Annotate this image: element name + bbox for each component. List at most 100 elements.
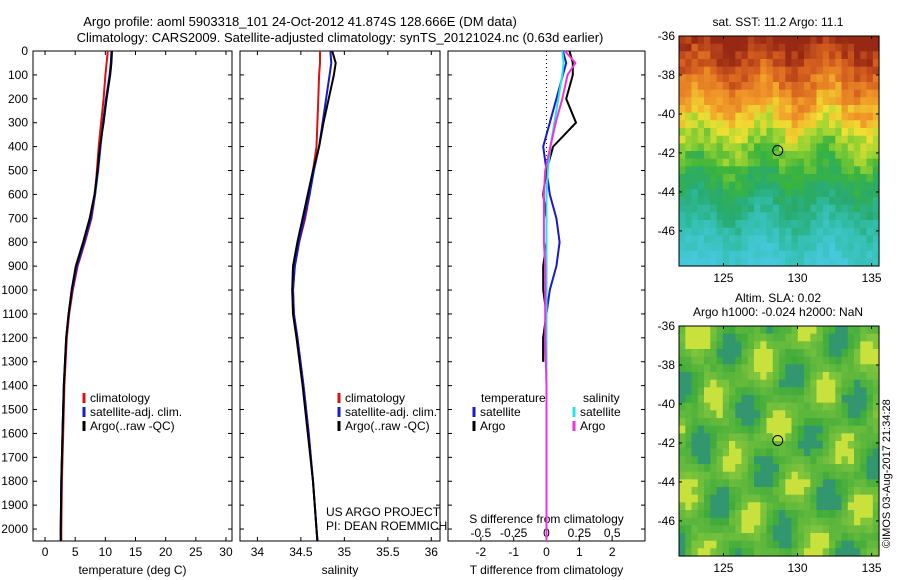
heatmap-cell xyxy=(710,220,718,229)
heatmap-cell xyxy=(691,487,699,496)
heatmap-cell xyxy=(860,494,868,503)
heatmap-cell xyxy=(722,525,730,534)
heatmap-cell xyxy=(860,418,868,427)
heatmap-cell xyxy=(779,418,786,427)
heatmap-cell xyxy=(829,89,836,98)
heatmap-cell xyxy=(747,425,755,434)
heatmap-cell xyxy=(854,135,861,144)
heatmap-cell xyxy=(797,540,805,549)
heatmap-cell xyxy=(847,189,855,198)
heatmap-cell xyxy=(679,158,686,167)
heatmap-cell xyxy=(829,372,836,381)
heatmap-cell xyxy=(779,59,786,68)
heatmap-cell xyxy=(729,128,736,137)
heatmap-cell xyxy=(697,379,705,388)
heatmap-cell xyxy=(679,143,686,152)
heatmap-cell xyxy=(791,250,799,259)
heatmap-cell xyxy=(697,105,705,114)
heatmap-cell xyxy=(729,433,736,442)
heatmap-cell xyxy=(860,197,868,206)
heatmap-cell xyxy=(847,356,855,365)
heatmap-cell xyxy=(760,43,768,52)
heatmap-cell xyxy=(766,517,774,526)
heatmap-cell xyxy=(685,227,693,236)
heatmap-cell xyxy=(854,441,861,450)
heatmap-cell xyxy=(829,158,836,167)
heatmap-cell xyxy=(860,433,868,442)
heatmap-cell xyxy=(810,410,818,419)
heatmap-cell xyxy=(697,197,705,206)
heatmap-cell xyxy=(841,464,849,473)
heatmap-cell xyxy=(779,204,786,213)
heatmap-cell xyxy=(747,356,755,365)
heatmap-cell xyxy=(760,189,768,198)
heatmap-cell xyxy=(829,105,836,114)
heatmap-cell xyxy=(679,326,686,335)
heatmap-cell xyxy=(835,243,843,252)
heatmap-cell xyxy=(710,525,718,534)
heatmap-cell xyxy=(697,204,705,213)
heatmap-cell xyxy=(872,540,880,549)
heatmap-cell xyxy=(779,395,786,404)
heatmap-cell xyxy=(722,243,730,252)
heatmap-cell xyxy=(829,333,836,342)
heatmap-cell xyxy=(741,143,749,152)
heatmap-cell xyxy=(716,517,724,526)
heatmap-cell xyxy=(804,82,811,91)
heatmap-cell xyxy=(810,402,818,411)
heatmap-cell xyxy=(754,425,761,434)
heatmap-cell xyxy=(866,402,874,411)
heatmap-cell xyxy=(872,326,880,335)
heatmap-cell xyxy=(860,204,868,213)
heatmap-cell xyxy=(847,258,855,267)
heatmap-cell xyxy=(816,487,824,496)
heatmap-cell xyxy=(791,59,799,68)
heatmap-cell xyxy=(710,418,718,427)
heatmap-cell xyxy=(854,143,861,152)
y-tick-label: -36 xyxy=(658,319,676,333)
heatmap-cell xyxy=(679,487,686,496)
heatmap-cell xyxy=(741,525,749,534)
heatmap-cell xyxy=(729,372,736,381)
heatmap-cell xyxy=(691,379,699,388)
heatmap-cell xyxy=(716,181,724,190)
heatmap-cell xyxy=(735,402,743,411)
heatmap-cell xyxy=(704,74,711,83)
heatmap-cell xyxy=(816,433,824,442)
heatmap-cell xyxy=(841,341,849,350)
heatmap-cell xyxy=(729,494,736,503)
heatmap-cell xyxy=(841,356,849,365)
heatmap-cell xyxy=(722,89,730,98)
heatmap-cell xyxy=(785,181,793,190)
heatmap-cell xyxy=(854,189,861,198)
heatmap-cell xyxy=(779,89,786,98)
heatmap-cell xyxy=(741,494,749,503)
heatmap-cell xyxy=(735,128,743,137)
heatmap-cell xyxy=(816,59,824,68)
heatmap-cell xyxy=(729,212,736,221)
heatmap-cell xyxy=(741,533,749,542)
heatmap-cell xyxy=(791,349,799,358)
heatmap-cell xyxy=(679,471,686,480)
heatmap-cell xyxy=(829,479,836,488)
heatmap-cell xyxy=(760,212,768,221)
heatmap-cell xyxy=(704,204,711,213)
heatmap-cell xyxy=(835,135,843,144)
heatmap-cell xyxy=(722,36,730,45)
heatmap-cell xyxy=(766,128,774,137)
heatmap-cell xyxy=(685,525,693,534)
plot-frame xyxy=(32,50,233,542)
heatmap-cell xyxy=(835,533,843,542)
heatmap-cell xyxy=(854,372,861,381)
heatmap-cell xyxy=(685,59,693,68)
heatmap-cell xyxy=(872,181,880,190)
heatmap-cell xyxy=(747,97,755,106)
heatmap-cell xyxy=(747,51,755,60)
heatmap-cell xyxy=(772,333,780,342)
heatmap-cell xyxy=(804,128,811,137)
heatmap-cell xyxy=(804,197,811,206)
heatmap-cell xyxy=(766,235,774,244)
heatmap-cell xyxy=(816,143,824,152)
heatmap-cell xyxy=(779,471,786,480)
heatmap-cell xyxy=(716,197,724,206)
